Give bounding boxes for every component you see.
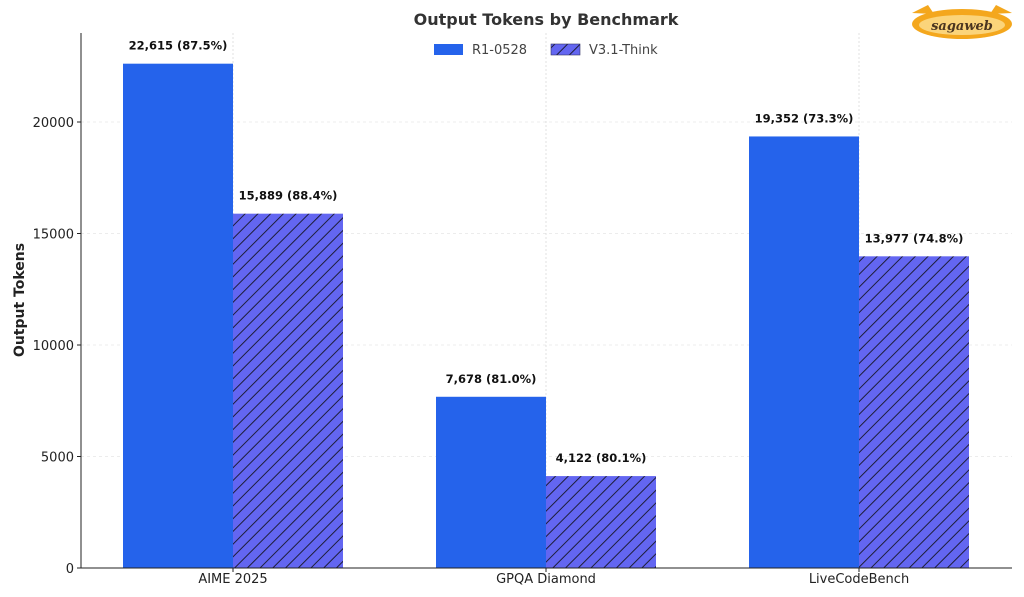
- data-label: 7,678 (81.0%): [446, 372, 537, 386]
- chart-title: Output Tokens by Benchmark: [414, 10, 679, 29]
- data-label: 19,352 (73.3%): [755, 111, 854, 125]
- bar-v3-1-think: [546, 476, 656, 568]
- sagaweb-logo: sagaweb: [912, 5, 1012, 39]
- logo-ear-left-icon: [912, 5, 934, 14]
- tick-labels: 0 5000 10000 15000 20000 AIME 2025 GPQA Diamon…: [33, 116, 910, 587]
- legend-label-v3-1-think: V3.1-Think: [589, 43, 658, 58]
- legend: R1-0528 V3.1-Think: [434, 43, 658, 58]
- bar-v3-1-think: [859, 256, 969, 568]
- logo-ear-right-icon: [990, 5, 1012, 14]
- y-tick-label: 20000: [33, 116, 74, 131]
- data-label: 15,889 (88.4%): [239, 189, 338, 203]
- y-tick-label: 0: [66, 562, 74, 577]
- x-tick-label: GPQA Diamond: [496, 572, 596, 587]
- x-tick-label: AIME 2025: [198, 572, 267, 587]
- y-axis-label: Output Tokens: [12, 243, 28, 357]
- y-tick-label: 15000: [33, 228, 74, 243]
- legend-label-r1-0528: R1-0528: [472, 43, 527, 58]
- y-tick-label: 10000: [33, 339, 74, 354]
- data-label: 22,615 (87.5%): [129, 39, 228, 53]
- logo-text: sagaweb: [931, 19, 993, 34]
- data-labels: 22,615 (87.5%) 15,889 (88.4%) 7,678 (81.0%…: [129, 39, 964, 465]
- y-tick-label: 5000: [41, 451, 74, 466]
- data-label: 13,977 (74.8%): [865, 231, 964, 245]
- legend-swatch-r1-0528: [434, 44, 463, 55]
- data-label: 4,122 (80.1%): [556, 451, 647, 465]
- bars: [123, 63, 969, 569]
- legend-swatch-v3-1-think: [550, 43, 581, 56]
- x-tick-label: LiveCodeBench: [809, 572, 909, 587]
- bar-v3-1-think: [233, 213, 343, 568]
- bar-r1-0528: [436, 396, 546, 568]
- bar-r1-0528: [123, 63, 233, 569]
- bar-r1-0528: [749, 136, 859, 569]
